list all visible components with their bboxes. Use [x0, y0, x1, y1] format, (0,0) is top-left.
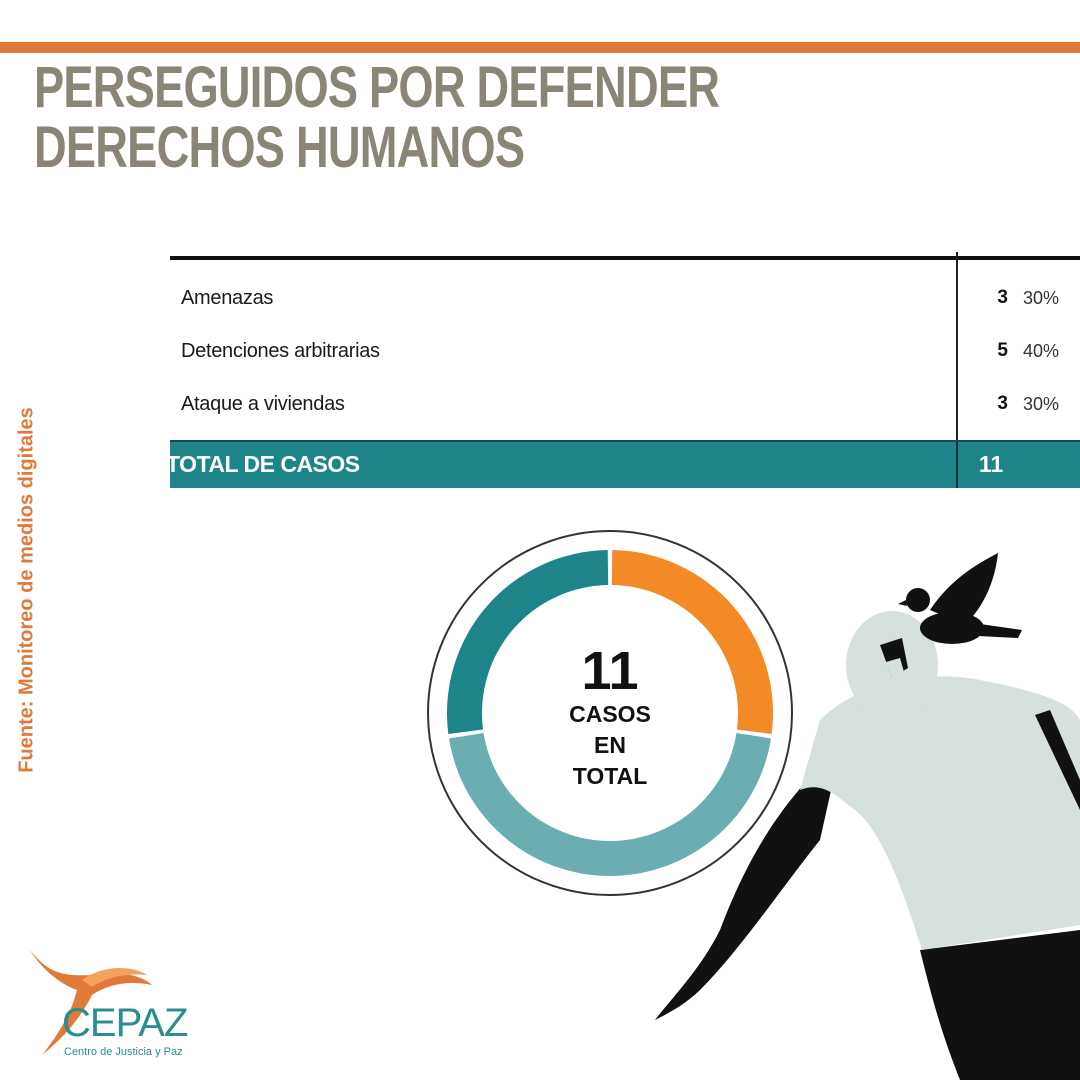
donut-center-line-1: CASOS — [569, 701, 651, 727]
shirt-shape — [800, 676, 1080, 950]
arm-shape — [655, 750, 840, 1020]
total-row: TOTAL DE CASOS 11 — [166, 440, 1080, 488]
person-illustration — [655, 553, 1080, 1080]
donut-chart — [427, 530, 793, 896]
donut-outer-ring — [427, 530, 793, 896]
table-column-divider — [956, 252, 958, 486]
cepaz-logo-icon — [30, 950, 152, 1055]
row-count: 3 — [997, 287, 1008, 308]
donut-slice-2 — [448, 732, 772, 876]
top-accent-bar — [0, 42, 1080, 53]
page-title: PERSEGUIDOS POR DEFENDER DERECHOS HUMANO… — [34, 55, 720, 180]
row-label: Detenciones arbitrarias — [181, 340, 380, 362]
donut-center-line-2: EN — [594, 732, 626, 758]
donut-center: 11 CASOS EN TOTAL — [520, 643, 700, 792]
title-line-2: DERECHOS HUMANOS — [34, 115, 525, 180]
row-percent: 30% — [1023, 394, 1060, 414]
pants-shape — [920, 930, 1080, 1080]
cases-table: Amenazas 3 30% Detenciones arbitrarias 5… — [166, 252, 1080, 488]
table-row: Detenciones arbitrarias 5 40% — [170, 333, 1080, 369]
logo-tagline: Centro de Justicia y Paz — [64, 1046, 183, 1058]
donut-center-line-3: TOTAL — [572, 763, 648, 789]
dove-icon — [898, 553, 1022, 644]
row-percent: 30% — [1023, 288, 1060, 308]
logo-name: CEPAZ — [62, 1001, 188, 1045]
total-label: TOTAL DE CASOS — [166, 451, 360, 477]
source-label: Fuente: Monitoreo de medios digitales — [15, 407, 38, 773]
title-line-1: PERSEGUIDOS POR DEFENDER — [34, 55, 720, 120]
face-detail — [886, 658, 904, 678]
table-row: Ataque a viviendas 3 30% — [170, 386, 1080, 422]
row-count: 5 — [997, 340, 1008, 361]
total-divider — [956, 442, 958, 488]
row-label: Ataque a viviendas — [181, 393, 345, 415]
donut-slice-3 — [447, 550, 609, 734]
row-count: 3 — [997, 393, 1008, 414]
table-row: Amenazas 3 30% — [170, 280, 1080, 316]
row-label: Amenazas — [181, 287, 274, 309]
table-top-rule — [170, 256, 1080, 260]
donut-slice-1 — [611, 550, 773, 734]
donut-center-value: 11 — [581, 641, 639, 701]
total-value: 11 — [978, 451, 1004, 477]
row-percent: 40% — [1023, 341, 1060, 361]
stick-shape — [1035, 710, 1080, 810]
